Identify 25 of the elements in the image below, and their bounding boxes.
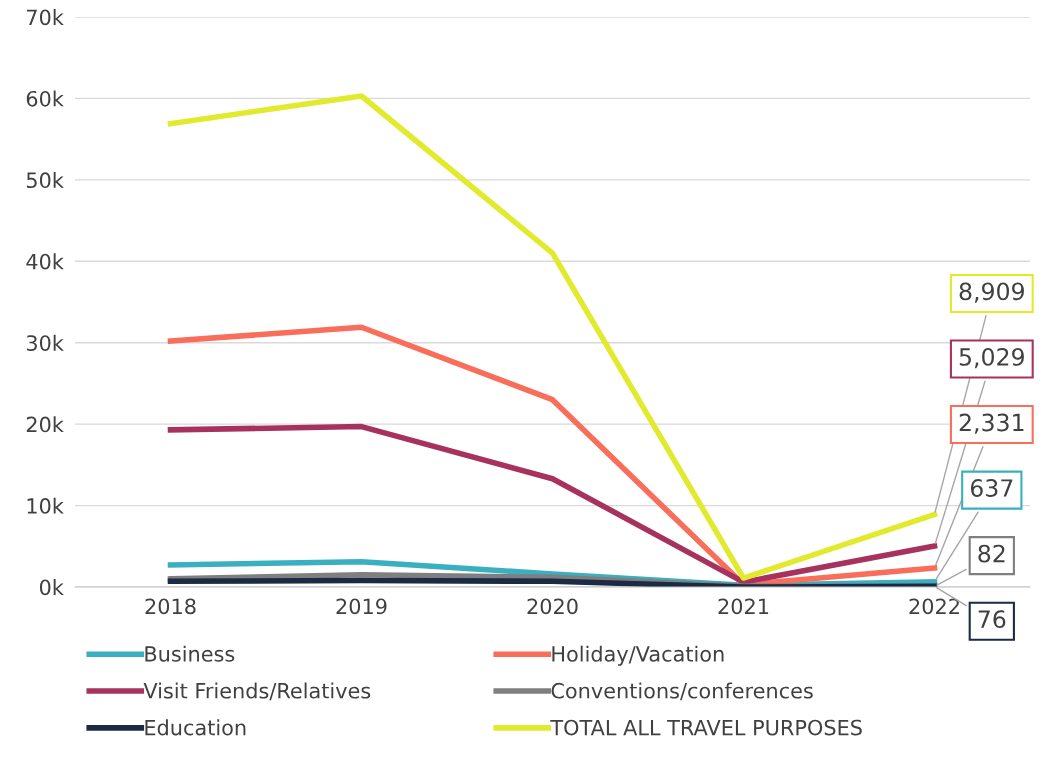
- x-tick-label: 2021: [718, 598, 769, 615]
- y-tick-label: 30k: [26, 334, 64, 351]
- legend-label: Holiday/Vacation: [552, 645, 724, 666]
- x-tick-label: 2018: [145, 598, 196, 615]
- data-label: 82: [978, 544, 1005, 563]
- legend-label: Visit Friends/Relatives: [143, 682, 371, 701]
- x-tick-label: 2022: [909, 598, 959, 615]
- x-tick-label: 2020: [527, 598, 578, 615]
- data-label: 5,029: [959, 347, 1024, 369]
- legend-label: Business: [145, 645, 235, 662]
- y-tick-label: 0k: [39, 579, 64, 596]
- data-label: 637: [970, 479, 1013, 497]
- legend-label: TOTAL ALL TRAVEL PURPOSES: [550, 719, 862, 736]
- y-tick-label: 70k: [27, 9, 64, 26]
- y-tick-label: 60k: [26, 90, 64, 107]
- x-tick-label: 2019: [336, 598, 387, 615]
- y-tick-label: 50k: [26, 171, 64, 189]
- data-label: 2,331: [959, 413, 1024, 434]
- legend-label: Education: [145, 719, 246, 736]
- y-tick-label: 20k: [26, 416, 64, 433]
- y-tick-label: 40k: [26, 253, 64, 270]
- data-label: 76: [978, 610, 1006, 629]
- legend-label: Conventions/conferences: [551, 682, 813, 701]
- y-tick-label: 10k: [27, 497, 64, 514]
- data-label: 8,909: [959, 282, 1024, 303]
